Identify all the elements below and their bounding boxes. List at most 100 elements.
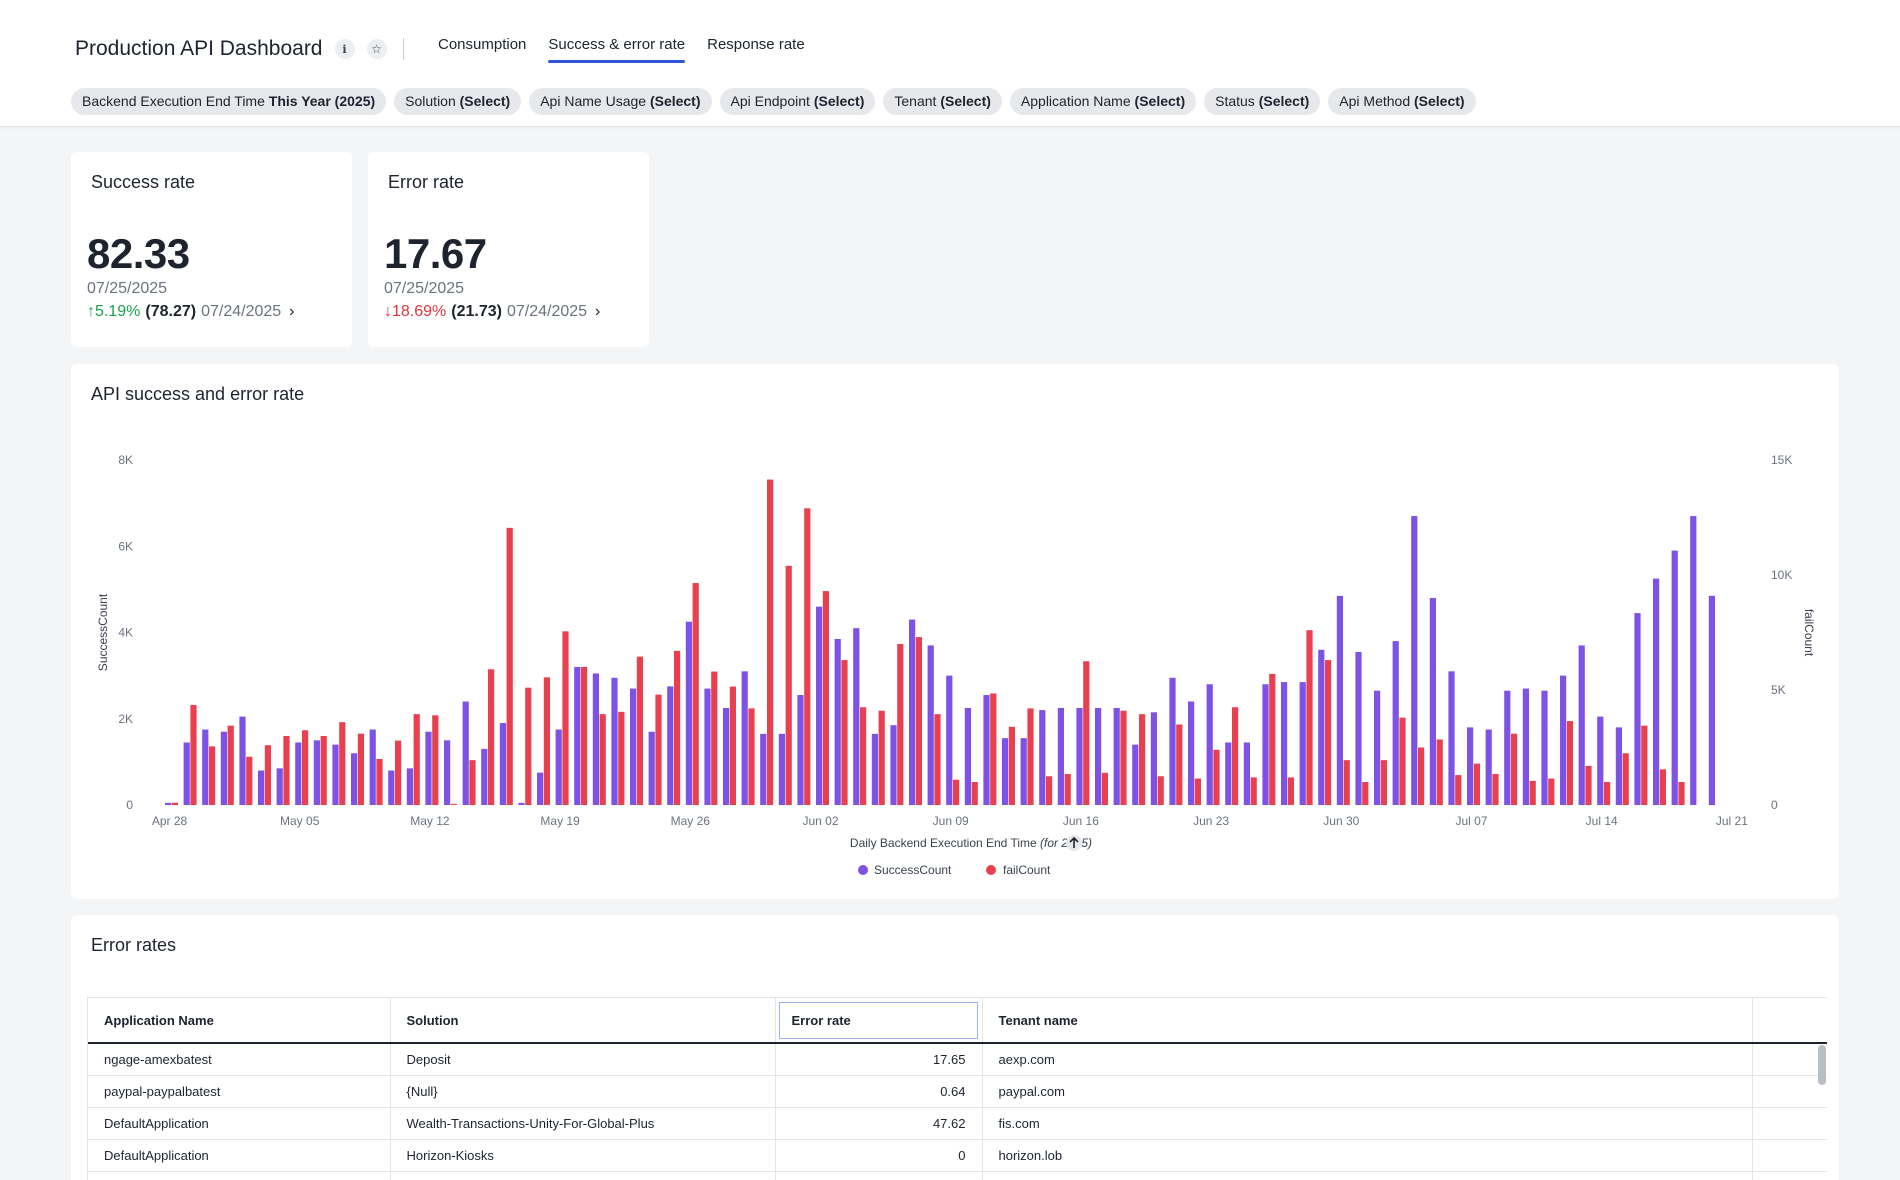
bar-success-count xyxy=(1560,675,1567,805)
bar-fail-count xyxy=(1418,747,1425,805)
filter-application-name[interactable]: Application Name (Select) xyxy=(1009,88,1197,115)
bar-success-count xyxy=(630,688,637,805)
cell-solution: Deposit xyxy=(390,1043,776,1076)
dashboard-title: Production API Dashboard xyxy=(75,37,323,60)
cell-error-rate xyxy=(775,1171,983,1180)
chevron-right-icon[interactable]: › xyxy=(595,303,601,320)
bar-fail-count xyxy=(469,760,476,805)
bar-fail-count xyxy=(1232,707,1239,805)
filter-status[interactable]: Status (Select) xyxy=(1204,88,1321,115)
bar-success-count xyxy=(1318,649,1325,805)
api-success-error-chart[interactable]: 0 2K 4K 6K 8K 0 5K 10K 15K SuccessCount failCount A… xyxy=(71,364,1839,899)
bar-fail-count xyxy=(1399,717,1406,805)
bar-success-count xyxy=(1392,641,1399,805)
table-row[interactable]: paypal-paypalbatest {Null} 0.64 paypal.c… xyxy=(88,1075,1827,1108)
x-axis-label-main: Daily Backend Execution End Time xyxy=(850,836,1040,850)
star-icon[interactable]: ☆ xyxy=(366,39,387,59)
bar-fail-count xyxy=(971,782,978,805)
tab-consumption[interactable]: Consumption xyxy=(438,36,527,53)
column-header-empty xyxy=(1752,998,1827,1044)
table-scrollbar[interactable] xyxy=(1818,1045,1826,1085)
bar-fail-count xyxy=(1659,769,1666,805)
bar-success-count xyxy=(890,725,897,805)
filter-api-name-usage[interactable]: Api Name Usage (Select) xyxy=(529,88,712,115)
cell-application-name: ngage-amexbatest xyxy=(88,1043,391,1076)
filter-api-endpoint[interactable]: Api Endpoint (Select) xyxy=(719,88,876,115)
chevron-right-icon[interactable]: › xyxy=(289,303,295,320)
cell-solution: Wealth-Transactions-Unity-For-Global-Plu… xyxy=(390,1107,776,1140)
bar-success-count xyxy=(555,729,562,805)
bar-success-count xyxy=(1615,727,1622,805)
bar-success-count xyxy=(1206,684,1213,805)
bar-success-count xyxy=(909,619,916,805)
bar-fail-count xyxy=(748,708,755,805)
cell-error-rate: 0.64 xyxy=(775,1075,983,1108)
bar-success-count xyxy=(351,753,358,805)
bar-success-count xyxy=(592,673,599,805)
bar-fail-count xyxy=(1343,760,1350,805)
column-header-application-name[interactable]: Application Name xyxy=(88,998,391,1044)
bar-success-count xyxy=(1522,688,1529,805)
info-icon[interactable]: i xyxy=(334,39,355,59)
bar-success-count xyxy=(369,729,376,805)
filter-value: This Year (2025) xyxy=(268,93,376,109)
bar-success-count xyxy=(574,667,581,805)
bar-success-count xyxy=(276,768,283,805)
cell-tenant-name: horizon.lob xyxy=(982,1139,1753,1172)
bar-fail-count xyxy=(395,740,402,805)
bar-fail-count xyxy=(1194,778,1201,805)
bar-fail-count xyxy=(488,669,495,805)
bar-success-count xyxy=(313,740,320,805)
bar-success-count xyxy=(1448,671,1455,805)
filter-api-method[interactable]: Api Method (Select) xyxy=(1328,88,1476,115)
legend-swatch-success-count xyxy=(858,865,868,875)
column-header-solution[interactable]: Solution xyxy=(390,998,776,1044)
bar-success-count xyxy=(1653,578,1660,805)
bar-fail-count xyxy=(525,687,532,805)
bar-fail-count xyxy=(302,730,309,805)
bar-fail-count xyxy=(581,667,588,805)
bar-success-count xyxy=(1374,690,1381,805)
bar-fail-count xyxy=(190,704,197,805)
bar-fail-count xyxy=(1604,782,1611,805)
filter-backend-execution-end-time[interactable]: Backend Execution End Time This Year (20… xyxy=(71,88,387,115)
bar-fail-count xyxy=(1380,760,1387,805)
tab-response-rate[interactable]: Response rate xyxy=(707,36,805,53)
bar-fail-count xyxy=(1473,763,1480,805)
bar-success-count xyxy=(760,733,767,805)
bar-fail-count xyxy=(1287,777,1294,805)
bar-success-count xyxy=(202,729,209,805)
x-tick-label: Jun 30 xyxy=(1323,814,1359,828)
column-header-error-rate[interactable]: Error rate xyxy=(775,998,983,1044)
bar-success-count xyxy=(1411,516,1418,805)
bar-success-count xyxy=(1188,701,1195,805)
bar-success-count xyxy=(332,744,339,805)
cell-application-name: paypal-paypalbatest xyxy=(88,1075,391,1108)
bar-success-count xyxy=(462,701,469,805)
bar-success-count xyxy=(964,707,971,805)
bar-fail-count xyxy=(990,693,997,805)
bar-success-count xyxy=(611,677,618,805)
tab-success-error-rate[interactable]: Success & error rate xyxy=(548,36,685,63)
filter-tenant[interactable]: Tenant (Select) xyxy=(883,88,1002,115)
filter-solution[interactable]: Solution (Select) xyxy=(394,88,522,115)
sort-arrow-glyph xyxy=(1069,836,1079,848)
bar-fail-count xyxy=(1678,782,1685,805)
filter-value: (Select) xyxy=(940,93,991,109)
table-row[interactable] xyxy=(88,1171,1827,1180)
filter-value: (Select) xyxy=(1414,93,1465,109)
filter-name: Api Endpoint xyxy=(730,93,810,109)
column-header-tenant-name[interactable]: Tenant name xyxy=(982,998,1753,1044)
table-row[interactable]: ngage-amexbatest Deposit 17.65 aexp.com xyxy=(88,1043,1827,1076)
bar-success-count xyxy=(1541,690,1548,805)
bar-fail-count xyxy=(1436,739,1443,805)
bar-fail-count xyxy=(1139,714,1146,805)
y2-tick-label: 0 xyxy=(1771,798,1778,812)
bar-fail-count xyxy=(915,637,922,805)
bar-fail-count xyxy=(283,736,290,805)
x-tick-label: Jun 16 xyxy=(1063,814,1099,828)
table-row[interactable]: DefaultApplication Horizon-Kiosks 0 hori… xyxy=(88,1139,1827,1172)
table-row[interactable]: DefaultApplication Wealth-Transactions-U… xyxy=(88,1107,1827,1140)
filter-value: (Select) xyxy=(649,93,701,109)
bar-success-count xyxy=(1113,707,1120,805)
